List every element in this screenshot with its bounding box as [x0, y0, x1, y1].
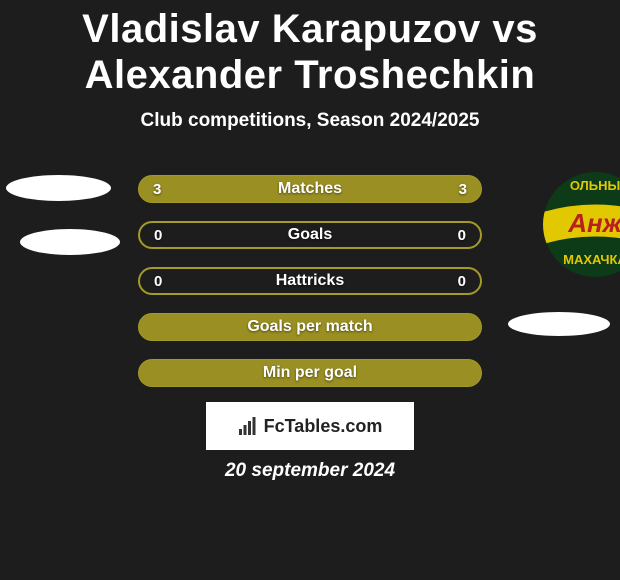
stat-label: Min per goal: [263, 364, 357, 382]
right-avatar-placeholder-3: [508, 312, 610, 336]
page-title: Vladislav Karapuzov vs Alexander Troshec…: [0, 0, 620, 98]
stat-row: 0 Hattricks 0: [138, 267, 482, 295]
svg-text:Анж: Анж: [567, 208, 620, 238]
stats-table: 3 Matches 3 0 Goals 0 0 Hattricks 0 Goals per mat…: [138, 175, 482, 405]
stat-left-value: 0: [154, 227, 162, 244]
stat-row: Min per goal: [138, 359, 482, 387]
stat-left-value: 3: [153, 181, 161, 198]
stat-right-value: 0: [458, 273, 466, 290]
stat-left-value: 0: [154, 273, 162, 290]
fctables-logo: FcTables.com: [206, 402, 414, 450]
right-player-avatar: ОЛЬНЫ Анж МАХАЧКА: [543, 172, 620, 277]
club-crest-icon: ОЛЬНЫ Анж МАХАЧКА: [543, 172, 620, 277]
stat-label: Matches: [278, 180, 342, 198]
stat-row: 0 Goals 0: [138, 221, 482, 249]
bar-chart-icon: [238, 416, 258, 436]
svg-text:МАХАЧКА: МАХАЧКА: [563, 252, 620, 267]
logo-text: FcTables.com: [264, 416, 383, 437]
stat-right-value: 0: [458, 227, 466, 244]
stat-label: Hattricks: [276, 272, 344, 290]
left-avatar-placeholder-2: [20, 229, 120, 255]
subtitle: Club competitions, Season 2024/2025: [0, 110, 620, 132]
date-text: 20 september 2024: [0, 460, 620, 482]
left-avatar-placeholder-1: [6, 175, 111, 201]
stat-row: Goals per match: [138, 313, 482, 341]
stat-row: 3 Matches 3: [138, 175, 482, 203]
stat-label: Goals per match: [247, 318, 372, 336]
stat-label: Goals: [288, 226, 332, 244]
svg-text:ОЛЬНЫ: ОЛЬНЫ: [570, 178, 620, 193]
stat-right-value: 3: [459, 181, 467, 198]
